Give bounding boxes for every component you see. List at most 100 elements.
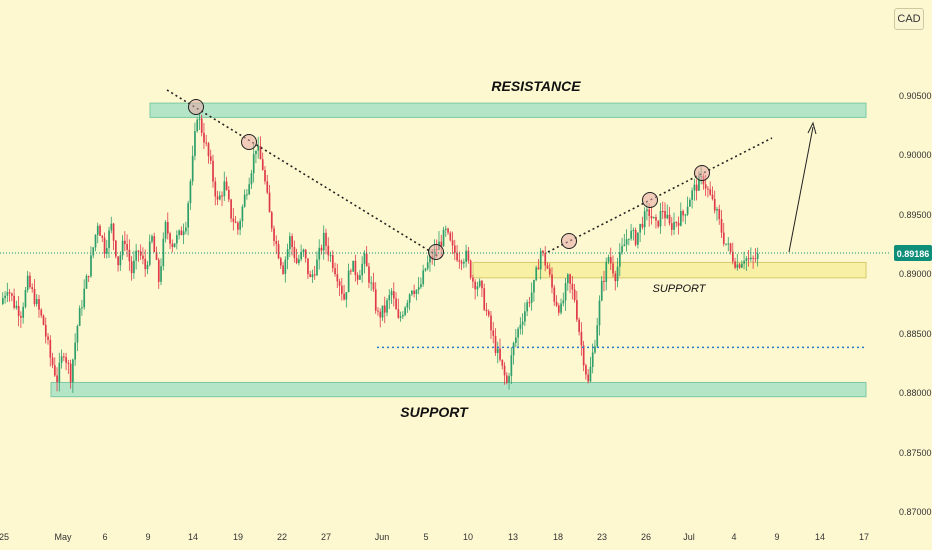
candle-body xyxy=(237,222,239,230)
candle-body xyxy=(261,159,264,171)
candle-body xyxy=(164,222,167,239)
pivot-marker xyxy=(428,244,444,260)
projection-arrowhead xyxy=(807,121,817,135)
candle-body xyxy=(160,266,162,282)
candle-body xyxy=(142,255,144,259)
candle-body xyxy=(517,328,519,338)
zone-0 xyxy=(149,102,867,118)
candle-body xyxy=(234,221,237,223)
candle-body xyxy=(259,145,262,160)
candle-body xyxy=(13,295,15,308)
candle-body xyxy=(151,236,153,242)
price-tick: 0.88500 xyxy=(899,329,932,339)
price-tick: 0.89000 xyxy=(899,269,932,279)
candle-body xyxy=(505,375,508,383)
candle-body xyxy=(729,243,732,252)
time-axis[interactable]: 25 May 6 9 14 19 22 27 Jun 5 10 13 18 23… xyxy=(0,532,869,542)
zone-2 xyxy=(50,381,867,398)
candle-body xyxy=(189,181,192,204)
candle-body xyxy=(11,293,13,296)
candle-body xyxy=(641,223,644,228)
candle-body xyxy=(135,250,138,261)
candle-body xyxy=(334,268,336,275)
candle-body xyxy=(395,298,397,310)
candle-body xyxy=(29,275,31,288)
projection-arrow xyxy=(788,126,814,253)
candle-body xyxy=(544,252,547,266)
candle-body xyxy=(736,264,739,268)
time-tick: Jun xyxy=(375,532,390,542)
candle-body xyxy=(666,214,669,219)
candle-body xyxy=(221,195,223,197)
candle-body xyxy=(460,261,463,264)
candle-body xyxy=(551,274,553,288)
candle-body xyxy=(295,257,298,263)
candle-body xyxy=(146,264,149,270)
candle-body xyxy=(322,232,325,251)
candle-body xyxy=(291,236,293,248)
candle-body xyxy=(232,218,235,222)
candle-body xyxy=(83,288,86,308)
candle-body xyxy=(316,259,318,276)
candle-body xyxy=(686,206,689,215)
candle-body xyxy=(4,295,6,299)
price-tick: 0.90000 xyxy=(899,150,932,160)
candle-body xyxy=(264,170,266,182)
candle-body xyxy=(408,294,411,303)
candle-body xyxy=(478,280,481,287)
candle-body xyxy=(270,212,273,229)
candle-body xyxy=(268,192,271,213)
candle-body xyxy=(474,281,477,290)
candle-body xyxy=(331,255,334,269)
candle-body xyxy=(623,244,626,247)
candle-body xyxy=(117,256,119,266)
candle-body xyxy=(614,273,617,282)
candle-body xyxy=(578,319,580,332)
candle-body xyxy=(675,222,678,224)
candle-body xyxy=(368,266,370,283)
candle-body xyxy=(207,143,210,157)
candle-body xyxy=(492,330,495,336)
candle-body xyxy=(756,253,759,259)
candle-body xyxy=(390,291,393,296)
currency-badge[interactable]: CAD xyxy=(894,8,924,30)
candle-body xyxy=(198,118,201,120)
candle-body xyxy=(650,216,653,219)
candle-body xyxy=(155,252,158,260)
candle-body xyxy=(187,203,190,228)
price-axis[interactable]: 0.90500 0.90000 0.89500 0.89000 0.88500 … xyxy=(899,91,932,517)
candle-body xyxy=(539,250,542,270)
time-tick: Jul xyxy=(683,532,695,542)
candle-body xyxy=(42,315,45,325)
candle-body xyxy=(472,277,474,282)
candle-body xyxy=(53,365,56,376)
candle-body xyxy=(447,228,449,233)
candle-body xyxy=(365,253,368,267)
candle-body xyxy=(625,239,628,245)
candle-body xyxy=(496,348,499,353)
candle-body xyxy=(63,356,65,358)
candle-body xyxy=(600,280,603,301)
candle-body xyxy=(381,305,384,318)
candle-body xyxy=(673,222,675,230)
candle-body xyxy=(22,306,25,318)
candle-body xyxy=(377,310,379,312)
candle-body xyxy=(277,244,280,259)
candle-body xyxy=(553,287,556,302)
candle-body xyxy=(144,258,147,270)
candle-body xyxy=(354,260,357,276)
resistance-label: RESISTANCE xyxy=(491,78,581,94)
candle-body xyxy=(524,311,526,322)
candle-body xyxy=(440,241,443,247)
candle-body xyxy=(110,223,113,231)
candle-body xyxy=(469,260,472,278)
candle-body xyxy=(567,274,569,284)
candle-body xyxy=(370,282,373,284)
candle-body xyxy=(128,249,131,262)
candle-body xyxy=(178,230,180,236)
candle-body xyxy=(176,235,178,244)
candle-body xyxy=(413,290,416,294)
candle-body xyxy=(148,241,151,265)
